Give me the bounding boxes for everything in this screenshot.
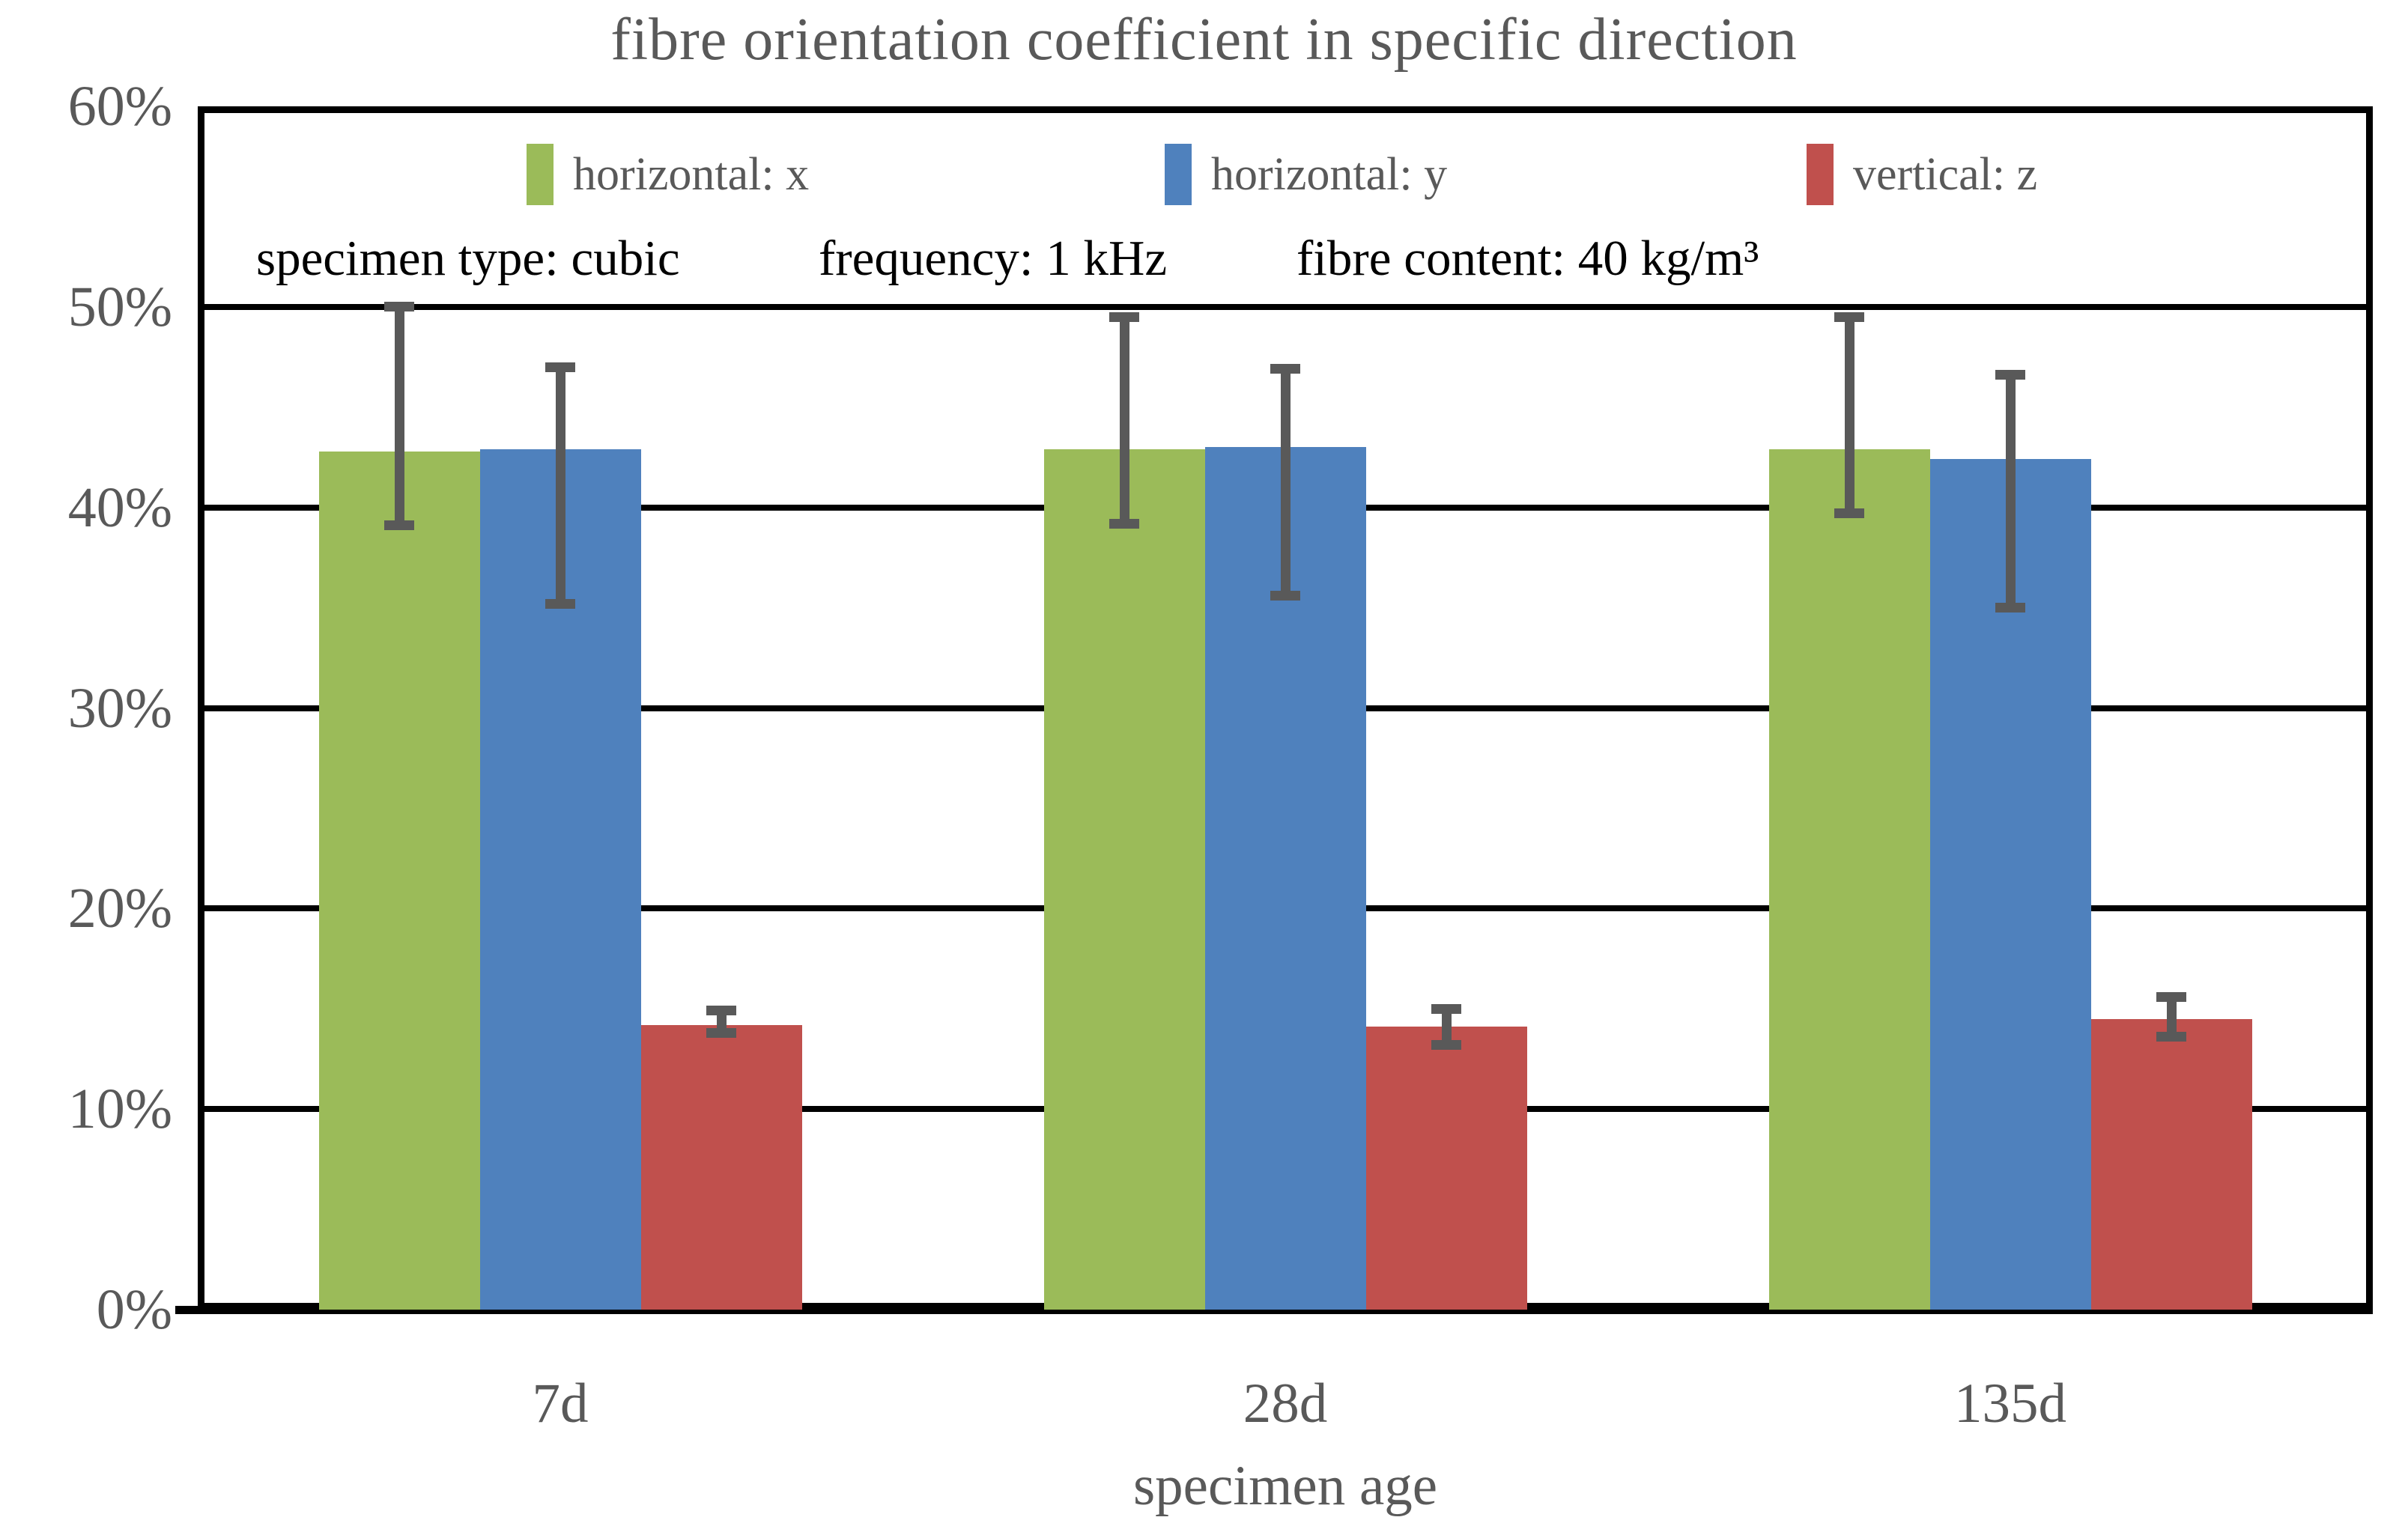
legend-swatch-icon [1165,144,1192,205]
legend-swatch-icon [527,144,554,205]
error-bar-line-horizontal-y28d [1280,368,1291,596]
error-bar-line-horizontal-x28d [1119,317,1129,524]
bar-horizontal-x135d [1768,449,1930,1310]
error-bar-line-horizontal-x7d [394,306,404,526]
y-tick-label-40: 40% [67,475,172,539]
bar-vertical-z135d [2090,1018,2252,1310]
error-bar-line-horizontal-y135d [2005,374,2016,608]
x-axis-title: specimen age [1132,1455,1438,1517]
gridline-50 [198,303,2373,310]
error-bar-cap-high-horizontal-x135d [1834,311,1864,322]
annotation-1: frequency: 1 kHz [819,231,1168,286]
error-bar-cap-high-horizontal-y135d [1995,370,2025,380]
error-bar-cap-low-horizontal-x7d [384,520,414,531]
error-bar-line-vertical-z28d [1441,1009,1452,1045]
error-bar-cap-high-vertical-z7d [706,1006,736,1016]
chart-title: fibre orientation coefficient in specifi… [610,7,1798,73]
y-tick-label-10: 10% [67,1077,172,1141]
error-bar-cap-high-horizontal-x7d [384,302,414,312]
category-label-135d: 135d [1954,1373,2066,1435]
y-tick-label-0: 0% [96,1278,172,1341]
error-bar-cap-low-vertical-z135d [2156,1032,2186,1042]
bar-vertical-z7d [640,1024,802,1310]
legend-label: vertical: z [1853,149,2038,200]
y-tick-label-20: 20% [67,877,172,940]
category-label-7d: 7d [532,1373,589,1435]
error-bar-cap-high-horizontal-y28d [1270,364,1300,374]
legend-item-horizontal-y: horizontal: y [1165,142,1447,207]
annotation-2: fibre content: 40 kg/m³ [1297,231,1759,286]
legend-label: horizontal: x [573,149,810,200]
error-bar-cap-low-horizontal-x28d [1109,518,1139,529]
legend-item-vertical-z: vertical: z [1807,142,2037,207]
error-bar-cap-low-horizontal-y135d [1995,603,2025,613]
legend-swatch-icon [1807,144,1834,205]
error-bar-cap-high-vertical-z135d [2156,991,2186,1002]
error-bar-line-horizontal-x135d [1844,317,1854,514]
category-label-28d: 28d [1243,1373,1328,1435]
error-bar-line-vertical-z7d [716,1010,727,1033]
error-bar-cap-low-vertical-z28d [1431,1039,1461,1050]
error-bar-cap-high-horizontal-y7d [545,362,575,372]
bar-vertical-z28d [1365,1027,1527,1310]
error-bar-cap-low-vertical-z7d [706,1027,736,1038]
bar-horizontal-x28d [1043,449,1205,1310]
x-axis-line [175,1306,2373,1314]
error-bar-line-horizontal-y7d [555,367,565,604]
error-bar-cap-low-horizontal-y28d [1270,591,1300,601]
legend-item-horizontal-x: horizontal: x [527,142,809,207]
error-bar-cap-low-horizontal-x135d [1834,508,1864,519]
y-tick-label-50: 50% [67,275,172,338]
error-bar-cap-high-vertical-z28d [1431,1003,1461,1014]
error-bar-line-vertical-z135d [2166,997,2177,1037]
bar-horizontal-x7d [318,451,480,1310]
y-tick-label-30: 30% [67,676,172,740]
error-bar-cap-low-horizontal-y7d [545,598,575,609]
legend-label: horizontal: y [1211,149,1448,200]
error-bar-cap-high-horizontal-x28d [1109,311,1139,322]
annotation-0: specimen type: cubic [256,231,680,286]
y-tick-label-60: 60% [67,75,172,138]
